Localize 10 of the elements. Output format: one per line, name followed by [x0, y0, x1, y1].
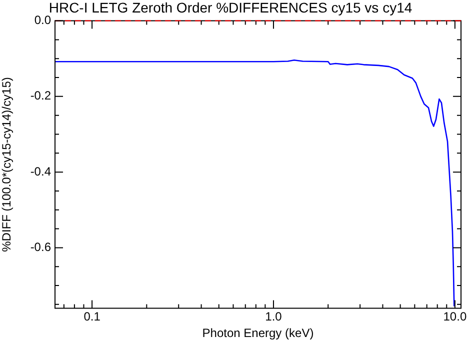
chart-title: HRC-I LETG Zeroth Order %DIFFERENCES cy15 vs cy14 — [48, 0, 412, 16]
x-tick-label: 10.0 — [443, 310, 467, 324]
y-tick-label: -0.4 — [30, 164, 52, 178]
y-axis-title: %DIFF (100.0*(cy15-cy14)/cy15) — [0, 77, 14, 252]
y-tick-label: 0.0 — [34, 13, 52, 28]
y-tick-label: -0.2 — [30, 88, 52, 103]
x-tick-label: 0.1 — [84, 310, 101, 324]
y-tick-label: -0.6 — [30, 240, 52, 254]
x-axis-title: Photon Energy (keV) — [202, 326, 314, 340]
x-tick-label: 1.0 — [265, 310, 282, 324]
